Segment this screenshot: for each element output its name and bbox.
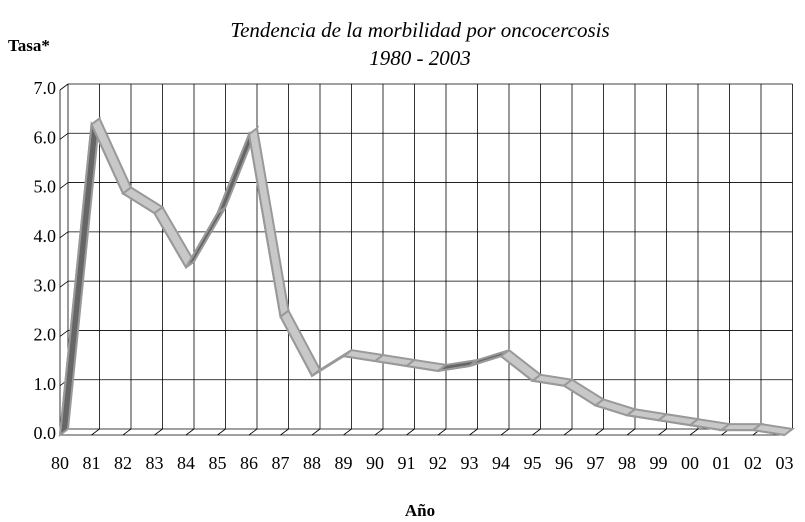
floor-line [469,428,478,436]
floor-line [122,428,132,436]
ribbon-face [121,186,165,215]
x-axis-label: Año [405,501,435,520]
x-tick-label: 88 [303,453,321,473]
x-tick-label: 84 [177,453,195,473]
ribbon-face [58,116,101,438]
floor-line [217,428,226,436]
floor-line [437,428,447,436]
x-tick-label: 87 [272,453,290,473]
x-tick-label: 99 [650,453,668,473]
x-tick-label: 92 [429,453,447,473]
x-tick-label: 81 [83,453,101,473]
ribbon-face [153,205,196,269]
chart-title: Tendencia de la morbilidad por oncocerco… [230,18,609,42]
chart-subtitle: 1980 - 2003 [369,46,471,70]
y-tick-label: 6.0 [34,127,57,147]
floor-line [563,428,573,436]
y-tick-connector [59,231,69,239]
floor-line [658,428,667,436]
floor-line [311,428,321,436]
x-tick-label: 82 [114,453,132,473]
y-tick-connector [59,182,69,189]
floor-line [154,428,163,436]
x-tick-label: 90 [366,453,384,473]
y-tick-connector [59,330,69,337]
floor-line [91,428,100,436]
x-tick-label: 85 [209,453,227,473]
ribbon-face [499,348,543,383]
y-tick-label: 3.0 [34,275,57,295]
x-tick-label: 00 [681,453,699,473]
floor-line [626,428,636,436]
floor-line [532,428,541,436]
x-tick-label: 91 [398,453,416,473]
y-tick-connector [59,83,69,91]
x-tick-label: 93 [461,453,479,473]
y-tick-connector [59,280,69,288]
x-tick-label: 95 [524,453,542,473]
y-tick-label: 1.0 [34,374,57,394]
x-tick-label: 03 [776,453,794,473]
x-tick-label: 96 [555,453,573,473]
x-tick-label: 02 [744,453,762,473]
y-tick-connector [59,132,69,140]
ribbon-face [279,309,322,378]
y-axis-label: Tasa* [8,36,50,55]
x-tick-label: 89 [335,453,353,473]
x-tick-label: 83 [146,453,164,473]
ribbon-face [247,126,290,319]
x-tick-label: 97 [587,453,605,473]
floor-line [689,428,699,436]
ribbon-face [562,378,606,407]
series-line [59,120,785,436]
floor-line [374,428,384,436]
x-tick-label: 86 [240,453,258,473]
floor-line [500,428,510,436]
x-tick-label: 98 [618,453,636,473]
y-tick-label: 7.0 [34,78,57,98]
floor-line [280,428,289,436]
floor-line [595,428,604,436]
floor-line [185,428,195,436]
x-tick-label: 80 [51,453,69,473]
x-tick-label: 94 [492,453,510,473]
y-tick-label: 2.0 [34,325,57,345]
floor-line [248,428,258,436]
x-tick-label: 01 [713,453,731,473]
y-tick-label: 5.0 [34,177,57,197]
floor-line [343,428,352,436]
floor-line [406,428,415,436]
y-tick-label: 4.0 [34,226,57,246]
y-tick-label: 0.0 [34,423,57,443]
